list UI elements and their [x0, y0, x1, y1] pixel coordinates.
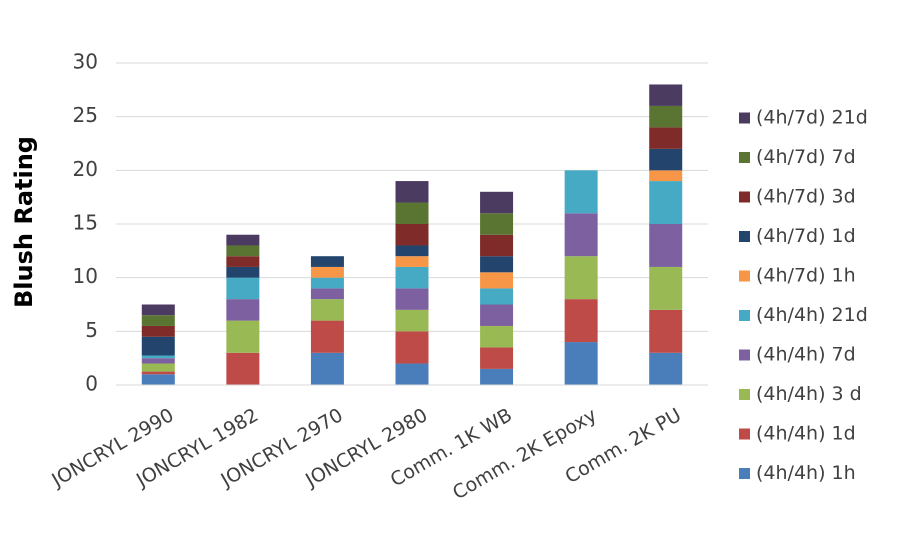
bar-segment	[310, 352, 344, 385]
bar-segment	[649, 224, 683, 267]
bar-segment	[649, 148, 683, 171]
bar-segment	[310, 277, 344, 289]
y-tick-label: 10	[73, 264, 98, 288]
legend-label: (4h/7d) 21d	[756, 107, 868, 129]
bar-segment	[141, 374, 175, 385]
bar-segment	[141, 363, 175, 372]
bar-segment	[141, 358, 175, 364]
bar-segment	[395, 224, 429, 246]
y-axis-ticks: 0 5 10 15 20 25 30	[73, 50, 98, 396]
legend-swatch	[739, 310, 750, 321]
bar-segment	[226, 352, 260, 385]
legend-label: (4h/7d) 1d	[756, 225, 856, 247]
bar-segment	[480, 325, 514, 348]
bar-segment	[395, 363, 429, 385]
bar-segment	[395, 309, 429, 332]
bar-segment	[310, 288, 344, 300]
legend-label: (4h/4h) 1d	[756, 423, 856, 445]
bar-segment	[649, 170, 683, 182]
bar-segment	[310, 266, 344, 278]
x-category-label: Comm. 2K Epoxy	[449, 404, 600, 504]
bar-segment	[310, 299, 344, 321]
bar-segment	[480, 213, 514, 235]
legend-swatch	[739, 468, 750, 479]
legend-label: (4h/4h) 3 d	[756, 383, 862, 405]
legend-swatch	[739, 349, 750, 361]
legend-swatch	[739, 270, 750, 282]
bar-segment	[564, 299, 598, 343]
bar-segment	[480, 288, 514, 305]
bar-segment	[480, 191, 514, 214]
bar-segment	[141, 325, 175, 337]
y-axis-title: Blush Rating	[10, 136, 38, 308]
bar-segment	[649, 84, 683, 106]
legend: (4h/7d) 21d (4h/7d) 7d (4h/7d) 3d (4h/7d) 1…	[739, 107, 868, 484]
y-tick-label: 5	[85, 318, 98, 342]
bar-segment	[395, 202, 429, 224]
bar-segment	[480, 234, 514, 257]
bar-segment	[226, 277, 260, 300]
bar-segment	[649, 181, 683, 224]
legend-label: (4h/4h) 1h	[756, 462, 856, 484]
bar-segment	[310, 256, 344, 267]
bar-segment	[649, 352, 683, 385]
bar-segment	[141, 304, 175, 316]
bar-segment	[141, 315, 175, 326]
bar-segment	[480, 347, 514, 369]
bar-segment	[480, 368, 514, 385]
bar-segment	[226, 266, 260, 278]
bar-segment	[480, 256, 514, 273]
legend-swatch	[739, 112, 750, 124]
bars	[141, 84, 683, 385]
bar-segment	[226, 245, 260, 257]
legend-label: (4h/7d) 7d	[756, 146, 856, 168]
bar-segment	[226, 320, 260, 353]
bar-segment	[310, 320, 344, 353]
bar-segment	[226, 234, 260, 246]
bar-segment	[226, 256, 260, 267]
bar-segment	[141, 336, 175, 356]
y-tick-label: 30	[73, 50, 98, 74]
bar-segment	[226, 299, 260, 321]
legend-swatch	[739, 389, 750, 400]
bar-segment	[564, 256, 598, 300]
legend-swatch	[739, 231, 750, 242]
bar-segment	[395, 181, 429, 203]
y-tick-label: 15	[73, 211, 98, 235]
legend-label: (4h/7d) 1h	[756, 265, 856, 287]
bar-segment	[395, 245, 429, 257]
bar-segment	[649, 309, 683, 353]
legend-label: (4h/7d) 3d	[756, 186, 856, 208]
bar-segment	[395, 331, 429, 364]
bar-segment	[141, 371, 175, 375]
bar-segment	[564, 170, 598, 214]
bar-segment	[649, 266, 683, 310]
legend-swatch	[739, 152, 750, 163]
legend-label: (4h/4h) 21d	[756, 304, 868, 326]
bar-segment	[564, 213, 598, 257]
legend-swatch	[739, 428, 750, 440]
bar-segment	[480, 272, 514, 289]
bar-segment	[649, 127, 683, 149]
bar-segment	[480, 304, 514, 326]
bar-segment	[395, 266, 429, 289]
y-tick-label: 0	[85, 372, 98, 396]
bar-segment	[395, 288, 429, 310]
legend-swatch	[739, 191, 750, 203]
legend-label: (4h/4h) 7d	[756, 344, 856, 366]
bar-segment	[564, 342, 598, 385]
bar-segment	[141, 355, 175, 359]
bar-segment	[649, 105, 683, 128]
y-tick-label: 20	[73, 157, 98, 181]
bar-segment	[395, 256, 429, 267]
y-tick-label: 25	[73, 103, 98, 127]
